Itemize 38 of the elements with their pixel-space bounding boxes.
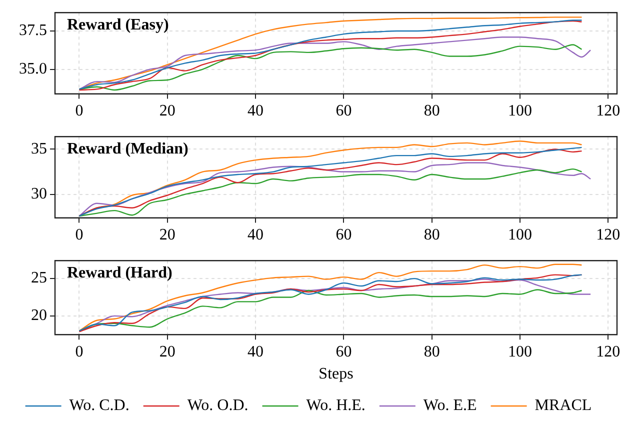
- x-axis-title: Steps: [318, 366, 354, 383]
- x-tick-label: 60: [336, 102, 352, 120]
- chart-title: Reward (Hard): [67, 264, 172, 282]
- chart-title: Reward (Easy): [67, 16, 169, 34]
- x-tick-label: 40: [248, 102, 264, 120]
- legend-label: Wo. H.E.: [306, 397, 366, 414]
- x-tick-label: 0: [75, 102, 84, 120]
- y-tick-label: 35: [31, 140, 47, 158]
- x-tick-label: 20: [159, 226, 176, 244]
- x-tick-label: 120: [596, 226, 620, 244]
- x-tick-label: 100: [508, 343, 532, 360]
- x-tick-label: 120: [596, 102, 620, 120]
- x-tick-label: 60: [336, 343, 352, 360]
- y-tick-label: 25: [31, 270, 47, 287]
- x-tick-label: 0: [75, 226, 84, 244]
- x-tick-label: 40: [248, 226, 264, 244]
- x-tick-label: 80: [424, 102, 440, 120]
- x-tick-label: 20: [159, 343, 176, 360]
- y-tick-label: 37.5: [19, 22, 47, 40]
- x-tick-label: 100: [508, 102, 532, 120]
- line-series: [78, 44, 582, 91]
- x-tick-label: 40: [248, 343, 264, 360]
- x-tick-label: 60: [336, 226, 352, 244]
- x-tick-label: 20: [159, 102, 176, 120]
- x-tick-label: 80: [424, 226, 440, 244]
- x-tick-label: 0: [75, 343, 84, 360]
- y-tick-label: 20: [31, 307, 47, 324]
- x-tick-label: 100: [508, 226, 532, 244]
- legend-label: Wo. C.D.: [69, 397, 130, 414]
- line-series: [78, 36, 592, 90]
- x-tick-label: 80: [424, 343, 440, 360]
- legend-label: Wo. E.E: [423, 397, 477, 414]
- x-tick-label: 120: [596, 343, 620, 360]
- chart-title: Reward (Median): [67, 140, 188, 158]
- y-tick-label: 35.0: [19, 60, 47, 78]
- legend-label: MRACL: [534, 397, 592, 414]
- y-tick-label: 30: [31, 186, 47, 203]
- legend-label: Wo. O.D.: [187, 397, 248, 414]
